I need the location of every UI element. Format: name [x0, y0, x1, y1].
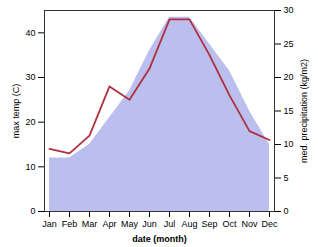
svg-text:Jul: Jul: [164, 219, 176, 229]
svg-text:25: 25: [284, 39, 294, 49]
svg-text:5: 5: [284, 173, 289, 183]
svg-text:Nov: Nov: [241, 219, 258, 229]
svg-text:0: 0: [30, 206, 35, 216]
svg-text:30: 30: [284, 5, 294, 15]
svg-text:Aug: Aug: [181, 219, 197, 229]
svg-text:Sep: Sep: [201, 219, 217, 229]
svg-text:15: 15: [284, 106, 294, 116]
svg-text:med. precipitation (kg/m2): med. precipitation (kg/m2): [299, 59, 309, 163]
svg-text:40: 40: [25, 28, 35, 38]
svg-text:Feb: Feb: [62, 219, 78, 229]
svg-text:Jan: Jan: [42, 219, 57, 229]
svg-text:Mar: Mar: [82, 219, 98, 229]
svg-text:20: 20: [25, 117, 35, 127]
svg-text:20: 20: [284, 72, 294, 82]
svg-text:max temp (C): max temp (C): [11, 84, 21, 139]
svg-text:Jun: Jun: [142, 219, 157, 229]
svg-text:10: 10: [284, 139, 294, 149]
svg-text:10: 10: [25, 162, 35, 172]
svg-text:May: May: [121, 219, 139, 229]
svg-text:Dec: Dec: [261, 219, 278, 229]
svg-text:date (month): date (month): [132, 234, 187, 244]
svg-text:0: 0: [284, 206, 289, 216]
svg-text:30: 30: [25, 72, 35, 82]
svg-text:Apr: Apr: [102, 219, 116, 229]
svg-text:Oct: Oct: [222, 219, 237, 229]
